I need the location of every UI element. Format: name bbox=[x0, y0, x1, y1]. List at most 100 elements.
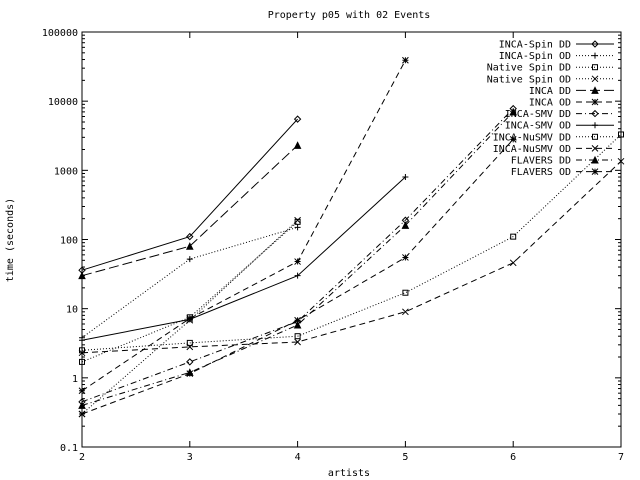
x-tick-label: 3 bbox=[187, 452, 193, 463]
legend-label: INCA DD bbox=[529, 86, 571, 97]
legend-entry: INCA OD bbox=[529, 98, 614, 109]
x-tick-label: 2 bbox=[79, 452, 85, 463]
legend-label: FLAVERS OD bbox=[511, 167, 571, 178]
legend-entry: FLAVERS OD bbox=[511, 167, 614, 178]
data-point bbox=[592, 133, 598, 140]
legend-label: Native Spin DD bbox=[487, 63, 571, 74]
data-point bbox=[78, 349, 86, 357]
data-point bbox=[78, 401, 86, 409]
data-point bbox=[294, 338, 301, 346]
series-inca-dd bbox=[78, 141, 302, 280]
data-point bbox=[79, 337, 85, 344]
legend-entry: INCA-SMV OD bbox=[505, 121, 614, 132]
legend-entry: INCA-Spin OD bbox=[499, 51, 614, 62]
legend-label: INCA-NuSMV DD bbox=[493, 132, 571, 143]
y-tick-label: 0.1 bbox=[60, 443, 78, 454]
legend-entry: INCA-SMV DD bbox=[505, 109, 614, 120]
data-point bbox=[591, 168, 599, 175]
series-inca-smv-dd bbox=[78, 104, 517, 406]
legend-label: INCA-NuSMV OD bbox=[493, 144, 571, 155]
series-line bbox=[81, 134, 622, 351]
legend-entry: INCA-NuSMV DD bbox=[493, 132, 614, 143]
data-point bbox=[592, 122, 598, 129]
series-line bbox=[81, 219, 298, 415]
data-point bbox=[78, 410, 86, 418]
data-point bbox=[402, 174, 409, 181]
x-tick-label: 6 bbox=[510, 452, 516, 463]
legend-label: INCA-Spin DD bbox=[499, 40, 571, 51]
legend-entry: INCA-NuSMV OD bbox=[493, 144, 614, 155]
legend-label: INCA-SMV OD bbox=[505, 121, 571, 132]
data-point bbox=[402, 56, 409, 64]
data-point bbox=[293, 320, 302, 329]
data-point bbox=[592, 52, 598, 59]
data-point bbox=[591, 145, 599, 152]
axis-ticks: 2 3 4 5 6 7 0.1 1 10 100 1000 10000 100000 bbox=[42, 28, 624, 463]
y-axis-label: time (seconds) bbox=[5, 198, 16, 282]
y-tick-label: 100 bbox=[60, 236, 78, 247]
x-tick-label: 4 bbox=[295, 452, 301, 463]
data-point bbox=[510, 233, 517, 240]
series-group bbox=[78, 56, 625, 418]
series-flavers-od bbox=[78, 136, 517, 418]
y-tick-label: 10000 bbox=[48, 97, 78, 108]
series-inca-nusmv-od bbox=[78, 157, 625, 357]
y-tick-label: 10 bbox=[66, 305, 78, 316]
legend-label: Native Spin OD bbox=[487, 74, 571, 85]
data-point bbox=[186, 343, 194, 351]
legend-entry: FLAVERS DD bbox=[511, 156, 614, 167]
data-point bbox=[186, 339, 193, 346]
data-point bbox=[294, 316, 301, 324]
legend-label: INCA OD bbox=[529, 98, 571, 109]
data-point bbox=[591, 155, 599, 164]
data-point bbox=[78, 387, 86, 395]
y-tick-label: 1 bbox=[72, 374, 78, 385]
data-point bbox=[401, 221, 410, 229]
data-point bbox=[186, 232, 194, 241]
data-point bbox=[509, 107, 518, 116]
data-point bbox=[591, 109, 599, 118]
data-point bbox=[294, 224, 301, 231]
y-tick-label: 100000 bbox=[42, 28, 78, 39]
data-point bbox=[186, 358, 194, 366]
data-point bbox=[618, 131, 624, 138]
data-point bbox=[294, 258, 301, 265]
data-point bbox=[402, 308, 409, 316]
data-point bbox=[509, 259, 517, 267]
data-point bbox=[617, 157, 625, 165]
data-point bbox=[509, 136, 517, 143]
series-line bbox=[81, 60, 406, 392]
series-line bbox=[81, 176, 406, 341]
data-point bbox=[186, 370, 194, 377]
series-inca-spin-od bbox=[79, 224, 301, 341]
x-axis-label: artists bbox=[328, 468, 370, 479]
data-point bbox=[402, 289, 409, 296]
series-inca-smv-od bbox=[79, 174, 409, 344]
legend-label: INCA-Spin OD bbox=[499, 51, 571, 62]
data-point bbox=[185, 242, 194, 250]
data-point bbox=[294, 333, 301, 340]
data-point bbox=[402, 254, 409, 261]
data-point bbox=[293, 115, 302, 123]
series-line bbox=[81, 118, 298, 271]
y-tick-label: 1000 bbox=[54, 166, 78, 177]
data-point bbox=[294, 216, 301, 224]
x-tick-label: 5 bbox=[402, 452, 408, 463]
chart-title: Property p05 with 02 Events bbox=[268, 10, 431, 21]
x-tick-label: 7 bbox=[618, 452, 624, 463]
legend-label: FLAVERS DD bbox=[511, 156, 571, 167]
series-inca-od bbox=[78, 56, 409, 395]
data-point bbox=[79, 358, 85, 365]
legend-entry: Native Spin DD bbox=[487, 63, 614, 74]
data-point bbox=[186, 316, 193, 323]
legend-entry: INCA DD bbox=[529, 86, 614, 97]
series-line bbox=[81, 108, 514, 403]
legend-label: INCA-SMV DD bbox=[505, 109, 571, 120]
data-point bbox=[186, 256, 193, 263]
data-point bbox=[78, 271, 86, 280]
legend-entry: INCA-Spin DD bbox=[499, 40, 614, 51]
legend-entry: Native Spin OD bbox=[487, 74, 614, 85]
data-point bbox=[294, 218, 301, 225]
